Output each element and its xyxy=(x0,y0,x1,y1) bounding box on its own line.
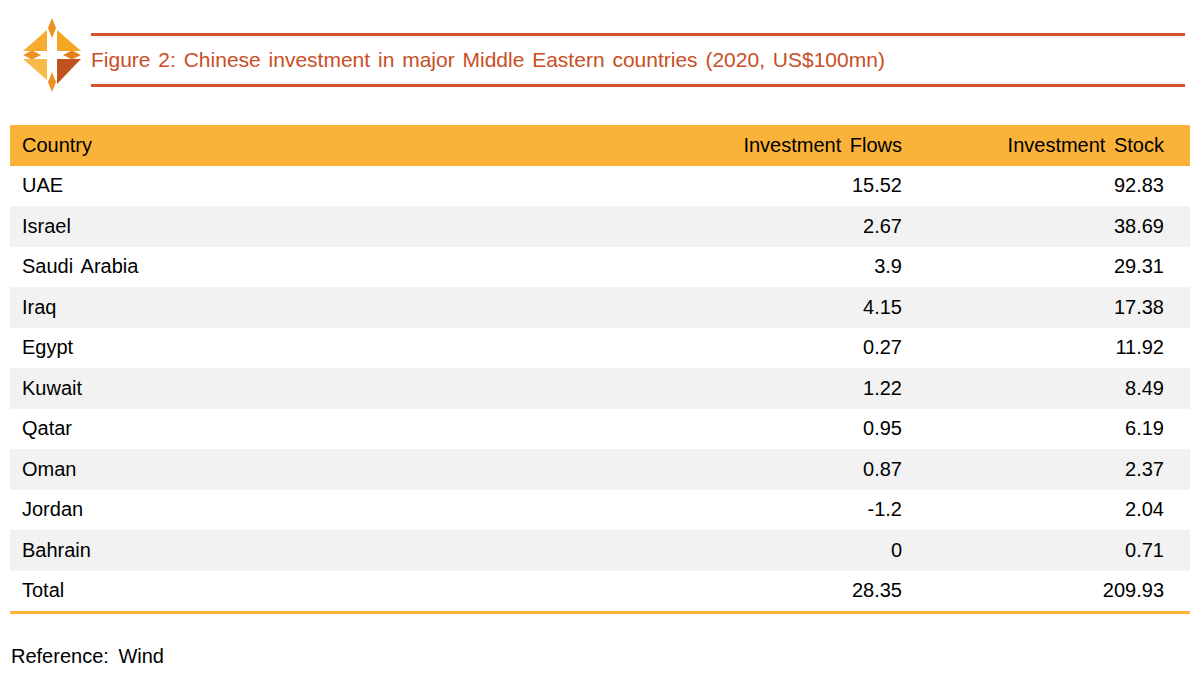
table-row: Israel2.6738.69 xyxy=(10,206,1190,247)
table-cell: 29.31 xyxy=(902,255,1190,278)
table-cell: 17.38 xyxy=(902,296,1190,319)
table-cell: Bahrain xyxy=(10,539,538,562)
table-cell: Oman xyxy=(10,458,538,481)
table-cell: 8.49 xyxy=(902,377,1190,400)
table-cell: 1.22 xyxy=(538,377,902,400)
table-row: Jordan-1.22.04 xyxy=(10,490,1190,531)
table-cell: 0.71 xyxy=(902,539,1190,562)
table-cell: 0.87 xyxy=(538,458,902,481)
table-cell: 0 xyxy=(538,539,902,562)
logo-triangle-se xyxy=(57,59,81,84)
table-row: Oman0.872.37 xyxy=(10,449,1190,490)
column-header: Investment Stock xyxy=(902,134,1190,157)
table-row: Bahrain00.71 xyxy=(10,530,1190,571)
table-cell: Jordan xyxy=(10,498,538,521)
table-cell: Kuwait xyxy=(10,377,538,400)
column-header: Country xyxy=(10,134,538,157)
data-table: CountryInvestment FlowsInvestment StockU… xyxy=(10,125,1190,614)
logo-triangle-nw xyxy=(23,30,47,51)
table-cell: 38.69 xyxy=(902,215,1190,238)
table-cell: Saudi Arabia xyxy=(10,255,538,278)
column-header: Investment Flows xyxy=(538,134,902,157)
table-cell: 4.15 xyxy=(538,296,902,319)
table-cell: 3.9 xyxy=(538,255,902,278)
table-row: Kuwait1.228.49 xyxy=(10,368,1190,409)
table-cell: Qatar xyxy=(10,417,538,440)
title-bottom-rule xyxy=(91,84,1185,87)
table-row: Iraq4.1517.38 xyxy=(10,287,1190,328)
logo-diamond-west xyxy=(23,51,41,60)
table-cell: Israel xyxy=(10,215,538,238)
logo-triangle-ne xyxy=(57,30,81,51)
table-cell: UAE xyxy=(10,174,538,197)
table-cell: 0.27 xyxy=(538,336,902,359)
logo-diamond-south xyxy=(48,72,56,92)
table-cell: 0.95 xyxy=(538,417,902,440)
logo-triangle-sw xyxy=(23,59,47,80)
table-row: UAE15.5292.83 xyxy=(10,166,1190,207)
figure-title-block: Figure 2: Chinese investment in major Mi… xyxy=(91,33,1185,87)
table-cell: 209.93 xyxy=(902,579,1190,602)
reference-note: Reference: Wind xyxy=(11,645,164,668)
table-header-row: CountryInvestment FlowsInvestment Stock xyxy=(10,125,1190,166)
table-cell: 6.19 xyxy=(902,417,1190,440)
table-cell: 28.35 xyxy=(538,579,902,602)
table-cell: 2.37 xyxy=(902,458,1190,481)
table-cell: Iraq xyxy=(10,296,538,319)
logo-diamond-north xyxy=(48,18,56,38)
table-row: Total28.35209.93 xyxy=(10,571,1190,612)
table-row: Egypt0.2711.92 xyxy=(10,328,1190,369)
table-body: UAE15.5292.83Israel2.6738.69Saudi Arabia… xyxy=(10,166,1190,612)
report-figure-page: Figure 2: Chinese investment in major Mi… xyxy=(0,0,1202,687)
compass-star-logo-icon xyxy=(20,16,84,94)
table-row: Saudi Arabia3.929.31 xyxy=(10,247,1190,288)
table-cell: -1.2 xyxy=(538,498,902,521)
table-cell: Egypt xyxy=(10,336,538,359)
table-cell: 92.83 xyxy=(902,174,1190,197)
logo-diamond-east xyxy=(63,51,81,60)
table-cell: 2.04 xyxy=(902,498,1190,521)
table-cell: 15.52 xyxy=(538,174,902,197)
figure-title: Figure 2: Chinese investment in major Mi… xyxy=(91,36,1185,84)
table-cell: 11.92 xyxy=(902,336,1190,359)
table-row: Qatar0.956.19 xyxy=(10,409,1190,450)
table-cell: Total xyxy=(10,579,538,602)
table-cell: 2.67 xyxy=(538,215,902,238)
